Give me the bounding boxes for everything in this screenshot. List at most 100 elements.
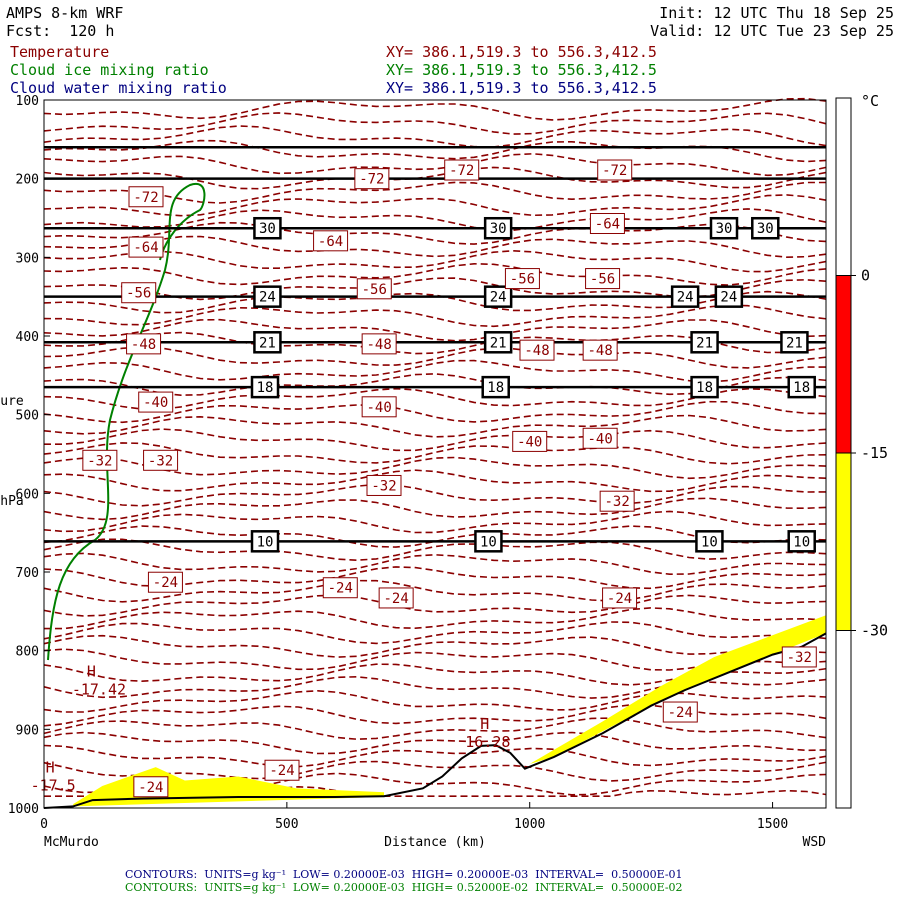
temperature-label: -24 — [328, 581, 353, 597]
colorbar-tick-label: -30 — [861, 622, 888, 640]
colorbar-tick-label: -15 — [861, 444, 888, 462]
temperature-contour-line — [43, 594, 827, 617]
y-tick-label: 200 — [16, 173, 39, 188]
theta-label-box — [780, 331, 809, 354]
temperature-contour-line — [43, 469, 827, 493]
theta-label: 24 — [490, 290, 507, 306]
colorbar-unit: °C — [861, 92, 879, 110]
temperature-label-box — [781, 646, 817, 668]
temperature-contour-line — [43, 112, 827, 135]
theta-label-box — [787, 375, 816, 399]
theta-label-box — [253, 285, 282, 308]
temperature-contours — [43, 97, 827, 797]
theta-label: 24 — [720, 290, 737, 306]
temperature-label: -56 — [590, 272, 615, 288]
y-tick-label: 400 — [16, 330, 39, 345]
theta-label-box — [695, 530, 724, 553]
theta-label-box — [483, 285, 513, 308]
y-axis-label-fragment: hPa — [0, 494, 23, 509]
temperature-label-box — [126, 333, 162, 355]
y-tick-label: 300 — [16, 251, 39, 266]
temperature-label: -56 — [362, 282, 387, 298]
temperature-label-box — [512, 430, 548, 452]
theta-label: 24 — [259, 290, 276, 306]
theta-label: 18 — [793, 380, 810, 396]
temperature-label: -56 — [126, 286, 151, 302]
temperature-contour-line — [43, 97, 827, 121]
temperature-label: -48 — [587, 343, 612, 359]
footer-contours-ice: CONTOURS: UNITS=g kg⁻¹ LOW= 0.20000E-03 … — [125, 881, 683, 894]
temperature-label-box — [361, 396, 397, 418]
theta-label: 30 — [716, 221, 733, 237]
field-temperature: Temperature — [10, 43, 110, 61]
temperature-contour-line — [43, 497, 827, 521]
temperature-label: -64 — [318, 234, 343, 250]
theta-label: 18 — [487, 380, 504, 396]
high-marker: H — [480, 715, 489, 733]
y-tick-label: 500 — [16, 409, 39, 424]
colorbar-band — [835, 452, 852, 631]
high-value: -17.5 — [31, 776, 76, 794]
theta-label: 18 — [696, 380, 713, 396]
field-cloud-ice-xy: XY= 386.1,519.3 to 556.3,412.5 — [386, 61, 657, 79]
theta-label: 30 — [757, 221, 774, 237]
y-tick-label: 800 — [16, 645, 39, 660]
temperature-label-box — [133, 776, 169, 798]
temperature-label: -72 — [449, 163, 474, 179]
colorbar-band — [835, 630, 852, 809]
y-tick-label: 900 — [16, 723, 39, 738]
temperature-label-box — [264, 759, 300, 781]
x-tick-label: 1000 — [514, 817, 545, 832]
temperature-label: -48 — [366, 337, 391, 353]
temperature-contour-line — [43, 731, 827, 755]
colorbar-tick-label: 0 — [861, 267, 870, 285]
field-cloud-ice: Cloud ice mixing ratio — [10, 61, 209, 79]
temperature-label-box — [519, 339, 555, 361]
theta-label-box — [483, 216, 513, 240]
temperature-label-box — [147, 571, 183, 593]
temperature-label-box — [356, 278, 392, 300]
temperature-label-box — [143, 449, 179, 471]
forecast-hour: Fcst: 120 h — [6, 22, 115, 40]
high-marker: H — [87, 662, 96, 680]
theta-label: 21 — [786, 335, 803, 351]
temperature-label: -64 — [595, 217, 620, 233]
temperature-contour-line — [43, 125, 827, 148]
temperature-contour-line — [44, 785, 827, 797]
footer-contours-water: CONTOURS: UNITS=g kg⁻¹ LOW= 0.20000E-03 … — [125, 868, 683, 881]
temperature-label-box — [361, 333, 397, 355]
theta-label-box — [250, 530, 280, 553]
temperature-contour-line — [43, 552, 827, 576]
x-tick-label: 1500 — [757, 817, 788, 832]
theta-label-box — [483, 331, 513, 354]
theta-label-box — [670, 285, 700, 308]
temperature-label: -32 — [371, 478, 396, 494]
theta-label: 24 — [677, 290, 694, 306]
temperature-label-box — [82, 449, 118, 471]
temperature-label-box — [504, 268, 540, 290]
temperature-label: -40 — [517, 434, 542, 450]
temperature-label: -48 — [524, 343, 549, 359]
temperature-contour-line — [43, 304, 827, 328]
field-temperature-xy: XY= 386.1,519.3 to 556.3,412.5 — [386, 43, 657, 61]
temperature-contour-line — [44, 607, 827, 630]
temperature-label-box — [128, 186, 164, 208]
init-time: Init: 12 UTC Thu 18 Sep 25 — [659, 4, 894, 22]
temperature-label: -32 — [148, 453, 173, 469]
theta-label-box — [787, 530, 816, 553]
high-value: -17.42 — [72, 680, 126, 698]
theta-label: 30 — [259, 221, 276, 237]
theta-label: 21 — [696, 335, 713, 351]
temperature-label-box — [313, 230, 349, 252]
theta-label-box — [253, 216, 282, 240]
x-tick-label: 0 — [40, 817, 48, 832]
theta-label: 21 — [259, 335, 276, 351]
temperature-label: -24 — [138, 780, 163, 796]
temperature-contour-line — [43, 139, 827, 163]
temperature-label-box — [662, 701, 698, 723]
y-tick-label: 100 — [16, 94, 39, 109]
theta-label-box — [474, 530, 503, 553]
cloud-ice-region-left — [73, 767, 385, 807]
temperature-contour-line — [43, 744, 827, 768]
temperature-contour-line — [44, 428, 827, 452]
